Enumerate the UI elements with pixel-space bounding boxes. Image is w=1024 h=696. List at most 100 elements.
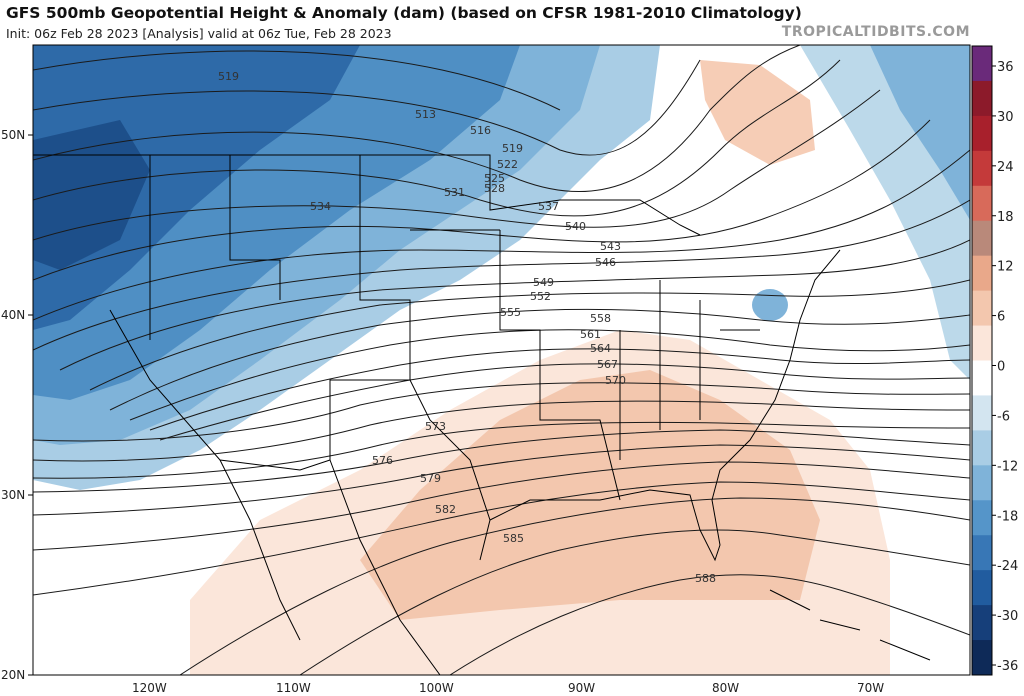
contour-528 (33, 59, 841, 217)
colorbar-swatch (972, 290, 992, 327)
anomaly-neg-small (752, 289, 788, 321)
contour-525 (33, 45, 801, 193)
contour-570 (33, 429, 970, 493)
contour-label: 576 (372, 454, 393, 467)
contour-558 (159, 363, 970, 441)
contour-576 (33, 461, 970, 551)
colorbar-swatch (972, 570, 992, 606)
contour-label: 540 (565, 220, 586, 233)
contour-label: 558 (590, 312, 611, 325)
us-canada-border (33, 154, 701, 236)
contour-label: 525 (484, 172, 505, 185)
contour-label: 522 (497, 158, 518, 171)
colorbar-tick-label: 24 (997, 160, 1014, 175)
height-contours (33, 45, 970, 675)
contour-label: 519 (502, 142, 523, 155)
map-subtitle: Init: 06z Feb 28 2023 [Analysis] valid a… (6, 26, 392, 41)
contour-564 (33, 400, 970, 462)
colorbar-swatch (972, 46, 992, 82)
colorbar-swatch (972, 325, 992, 361)
contour-label: 555 (500, 306, 521, 319)
contour-531 (33, 89, 881, 241)
colorbar-swatch (972, 185, 992, 222)
colorbar-swatch (972, 465, 992, 501)
contour-585 (299, 529, 970, 675)
colorbar-swatch (972, 430, 992, 466)
lon-label-110: 110W (276, 681, 311, 695)
contour-534 (33, 119, 931, 281)
us-state-lines (149, 155, 760, 501)
mexico-lines (219, 459, 441, 675)
colorbar-swatch (972, 395, 992, 431)
colorbar-tick-label: -24 (997, 559, 1018, 574)
colorbar-swatch (972, 115, 992, 152)
contour-567 (33, 421, 970, 479)
contour-549 (109, 308, 970, 411)
contour-label: 567 (597, 358, 618, 371)
lon-label-100: 100W (419, 681, 454, 695)
contour-537 (33, 149, 970, 321)
contour-522 (33, 59, 701, 156)
contour-519 (33, 50, 561, 111)
lat-axis: 50N 40N 30N 20N (1, 128, 33, 682)
lat-label-40: 40N (1, 308, 25, 322)
colorbar-swatch (972, 360, 992, 396)
colorbar-tick-label: -18 (997, 509, 1018, 524)
colorbar-swatch (972, 535, 992, 571)
contour-label: 579 (420, 472, 441, 485)
contour-label: 564 (590, 342, 611, 355)
contour-label: 561 (580, 328, 601, 341)
political-borders (33, 154, 931, 675)
anomaly-neg-core (33, 120, 150, 270)
contour-label: 585 (503, 532, 524, 545)
colorbar-tick-label: 12 (997, 260, 1014, 275)
contour-552 (129, 329, 970, 421)
lon-label-90: 90W (568, 681, 595, 695)
colorbar-swatch (972, 640, 992, 676)
lon-axis: 120W 110W 100W 90W 80W 70W (132, 681, 884, 695)
contour-label: 519 (218, 70, 239, 83)
anomaly-pos-mid (360, 370, 820, 620)
us-mexico-border (109, 309, 491, 561)
colorbar-tick-label: 0 (997, 360, 1005, 375)
contour-582 (179, 497, 970, 675)
contour-label: 582 (435, 503, 456, 516)
contour-543 (59, 239, 970, 371)
colorbar-tick-label: -6 (997, 409, 1010, 424)
colorbar-tick-label: -30 (997, 609, 1018, 624)
contour-588 (449, 574, 970, 675)
us-coastline-southeast (489, 249, 841, 562)
brand-watermark: TROPICALTIDBITS.COM (781, 24, 970, 40)
lon-label-80: 80W (712, 681, 739, 695)
caribbean-islands (769, 589, 931, 661)
colorbar-frame (971, 45, 993, 676)
colorbar-tick-label: 36 (997, 60, 1014, 75)
lon-label-70: 70W (857, 681, 884, 695)
contour-561 (33, 382, 970, 442)
lat-label-30: 30N (1, 488, 25, 502)
contour-label: 552 (530, 290, 551, 303)
colorbar-tick-label: 18 (997, 210, 1014, 225)
colorbar-tick-label: -12 (997, 459, 1018, 474)
map-title: GFS 500mb Geopotential Height & Anomaly … (6, 4, 802, 22)
lon-label-120: 120W (132, 681, 167, 695)
anomaly-pos-north (700, 60, 815, 165)
contour-546 (89, 279, 970, 391)
contour-573 (33, 444, 970, 516)
colorbar-swatch (972, 80, 992, 117)
colorbar-swatch (972, 605, 992, 641)
contour-label: 549 (533, 276, 554, 289)
contour-label: 531 (444, 186, 465, 199)
colorbar: 36 30 24 18 12 6 0 -6 -12 -18 -24 -30 -36 (971, 45, 1018, 676)
lat-label-20: 20N (1, 668, 25, 682)
anomaly-neg-ne (870, 45, 970, 220)
contour-label: 546 (595, 256, 616, 269)
colorbar-tick-label: 6 (997, 310, 1005, 325)
anomaly-shading (33, 45, 970, 675)
contour-555 (149, 348, 970, 431)
colorbar-swatch (972, 220, 992, 257)
colorbar-swatch (972, 500, 992, 536)
contour-label: 528 (484, 182, 505, 195)
